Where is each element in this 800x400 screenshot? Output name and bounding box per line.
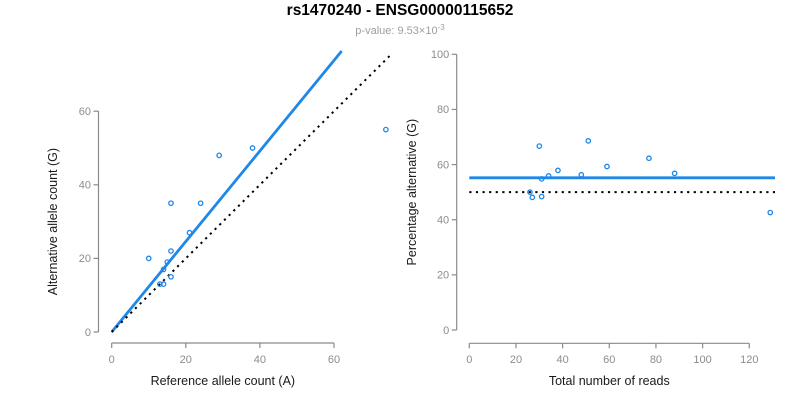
data-point	[545, 173, 552, 179]
data-point	[383, 126, 389, 133]
data-point	[168, 248, 174, 254]
figure-title: rs1470240 - ENSG00000115652	[286, 2, 514, 19]
data-point	[164, 259, 171, 265]
data-point	[578, 171, 585, 178]
y-tick-label: 0	[443, 325, 449, 337]
y-tick-label: 0	[85, 327, 91, 339]
data-point	[216, 152, 222, 159]
data-point	[168, 200, 174, 207]
y-tick-label: 100	[431, 49, 449, 61]
x-axis-title: Total number of reads	[549, 374, 670, 388]
x-axis-title: Reference allele count (A)	[151, 374, 296, 388]
data-point	[538, 176, 545, 182]
data-point	[604, 163, 610, 170]
p-value-base: 9.53×10	[397, 25, 438, 37]
p-value-prefix: p-value:	[355, 25, 398, 37]
x-tick-label: 60	[603, 354, 615, 366]
data-point	[536, 143, 543, 149]
identity-line	[110, 53, 392, 333]
data-point	[585, 138, 592, 144]
x-tick-label: 20	[510, 354, 522, 366]
data-point	[157, 281, 163, 288]
data-point	[538, 193, 545, 200]
y-tick-label: 80	[437, 104, 449, 116]
data-point	[767, 209, 774, 216]
data-point	[145, 255, 152, 262]
x-tick-label: 100	[693, 354, 711, 366]
x-tick-label: 40	[556, 354, 568, 366]
fit-line	[110, 50, 343, 333]
x-tick-label: 80	[650, 354, 662, 366]
x-tick-label: 120	[740, 354, 758, 366]
x-tick-label: 60	[328, 354, 340, 366]
x-tick-label: 20	[180, 354, 192, 366]
data-point	[671, 170, 678, 177]
x-tick-label: 40	[254, 354, 266, 366]
y-tick-label: 20	[437, 270, 449, 282]
x-tick-label: 0	[109, 354, 115, 366]
y-tick-label: 40	[437, 215, 449, 227]
data-point	[197, 200, 204, 207]
right-scatter-panel: 0 20 40 60 80 100 0 20 40 60 80 100 120 Total number …	[405, 49, 775, 388]
p-value-exponent: -3	[437, 23, 445, 32]
data-point	[646, 155, 652, 162]
data-point	[249, 145, 256, 151]
data-point	[555, 167, 561, 174]
p-value-subtitle: p-value: 9.53×10-3	[0, 22, 800, 37]
y-tick-label: 60	[437, 159, 449, 171]
y-tick-label: 60	[79, 106, 91, 118]
data-point	[186, 229, 193, 236]
data-point	[168, 273, 174, 280]
data-point	[529, 194, 536, 201]
y-tick-label: 20	[79, 253, 91, 265]
data-point	[160, 266, 167, 273]
y-tick-label: 40	[79, 180, 91, 192]
left-scatter-panel: 0 20 40 60 0 20 40 60 Reference allele count (A)…	[46, 50, 392, 388]
y-axis-title: Alternative allele count (G)	[46, 148, 60, 295]
data-point	[527, 189, 533, 195]
y-axis-title: Percentage alternative (G)	[405, 119, 419, 266]
x-tick-label: 0	[466, 354, 472, 366]
data-point	[160, 281, 167, 288]
